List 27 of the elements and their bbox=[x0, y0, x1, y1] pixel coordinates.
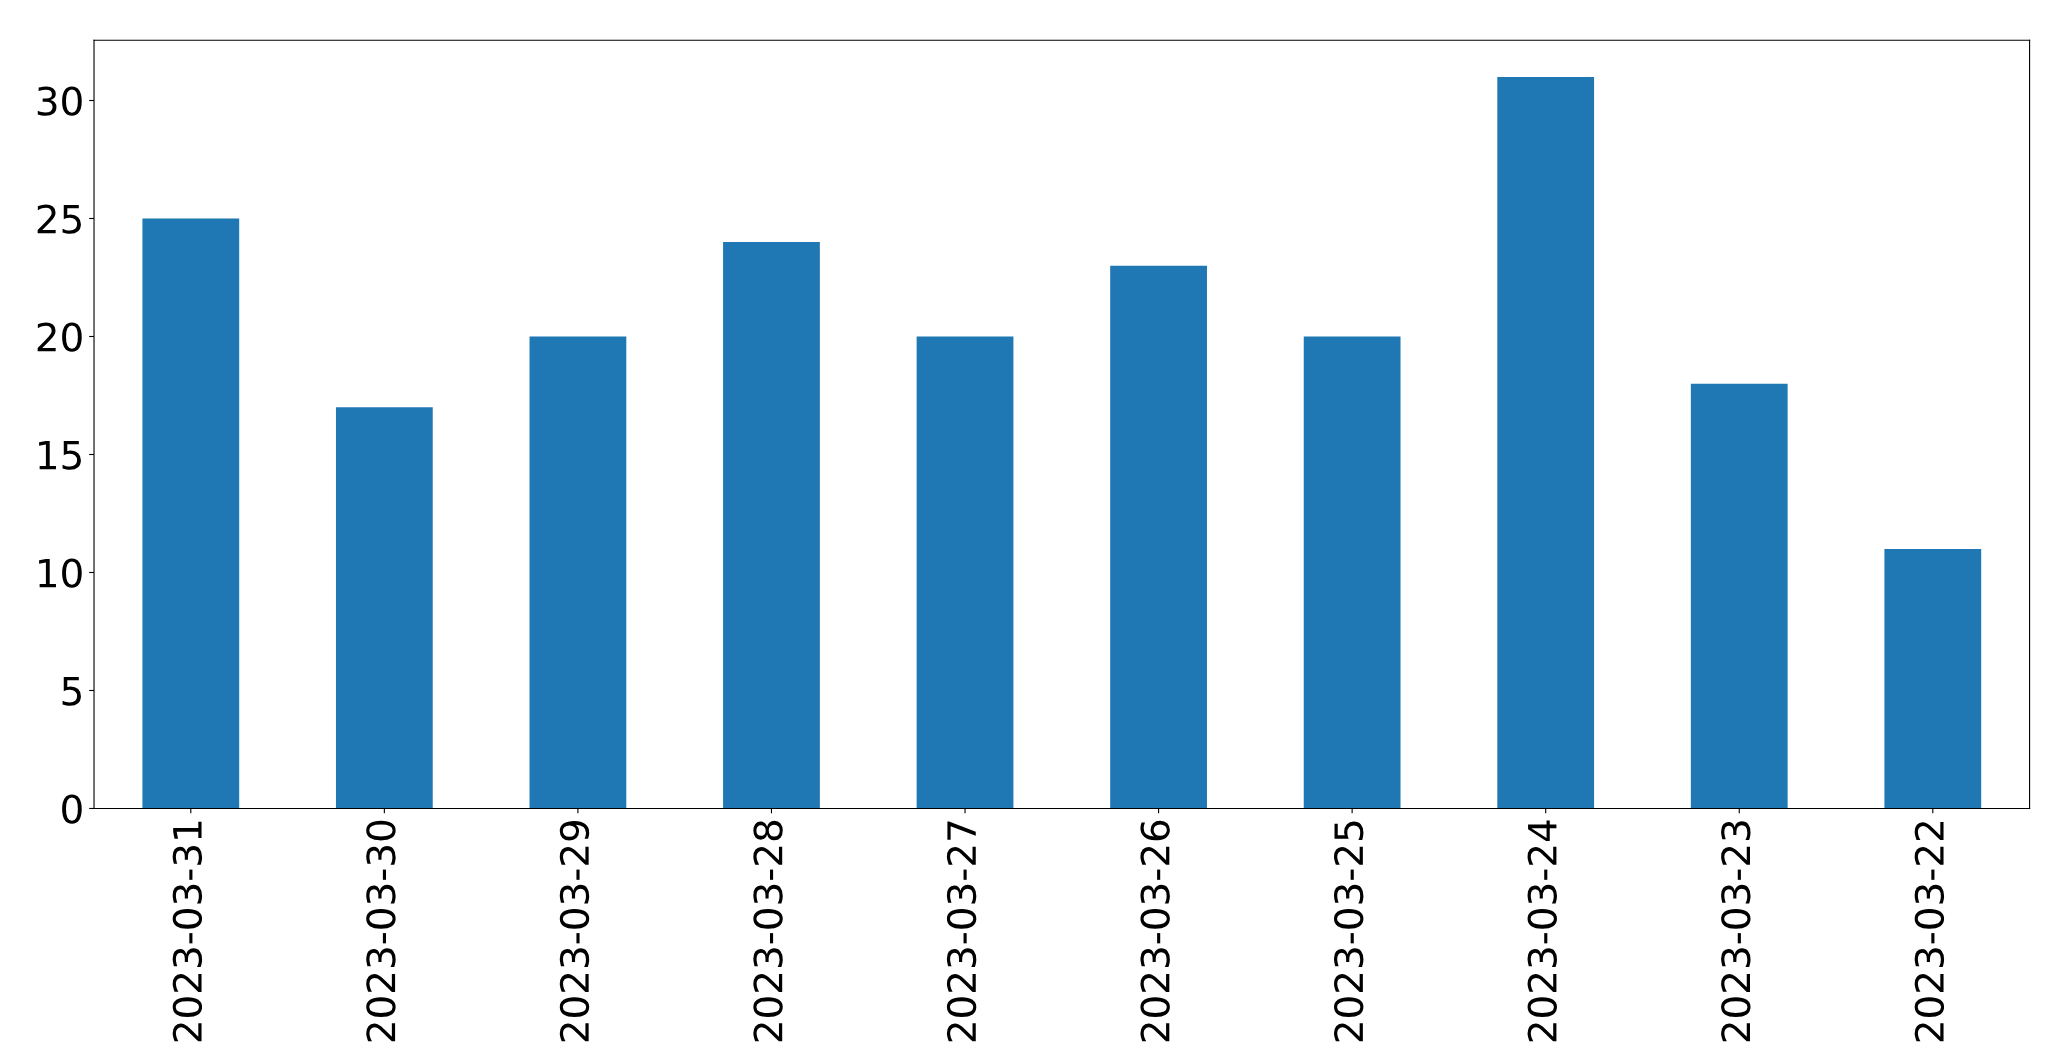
y-tick-label: 10 bbox=[39, 558, 82, 588]
bar bbox=[1884, 548, 1982, 809]
bar bbox=[142, 218, 240, 809]
x-tick-label: 2023-03-30 bbox=[366, 820, 396, 1042]
x-tick-label: 2023-03-22 bbox=[1914, 822, 1945, 1042]
x-tick-label: 2023-03-31 bbox=[172, 821, 203, 1042]
y-tick-label: 0 bbox=[62, 794, 82, 824]
y-tick-label: 25 bbox=[37, 204, 81, 234]
bar bbox=[723, 242, 820, 809]
y-tick-label: 20 bbox=[37, 322, 82, 352]
y-tick-label: 30 bbox=[37, 86, 82, 116]
x-tick-label: 2023-03-29 bbox=[559, 820, 590, 1042]
bar bbox=[529, 336, 627, 809]
x-tick-label: 2023-03-23 bbox=[1721, 821, 1751, 1042]
x-tick-label: 2023-03-26 bbox=[1140, 820, 1170, 1042]
y-tick-label: 5 bbox=[62, 676, 81, 706]
y-tick-label: 15 bbox=[39, 440, 81, 470]
bar bbox=[916, 336, 1014, 809]
bar bbox=[1497, 76, 1595, 809]
x-tick-label: 2023-03-28 bbox=[753, 820, 783, 1042]
x-tick-label: 2023-03-27 bbox=[946, 821, 977, 1042]
bar bbox=[1110, 265, 1207, 809]
bar bbox=[1690, 383, 1788, 809]
bar bbox=[1303, 336, 1401, 809]
bar bbox=[335, 407, 433, 809]
x-tick-label: 2023-03-25 bbox=[1334, 821, 1364, 1042]
x-tick-label: 2023-03-24 bbox=[1527, 820, 1557, 1042]
